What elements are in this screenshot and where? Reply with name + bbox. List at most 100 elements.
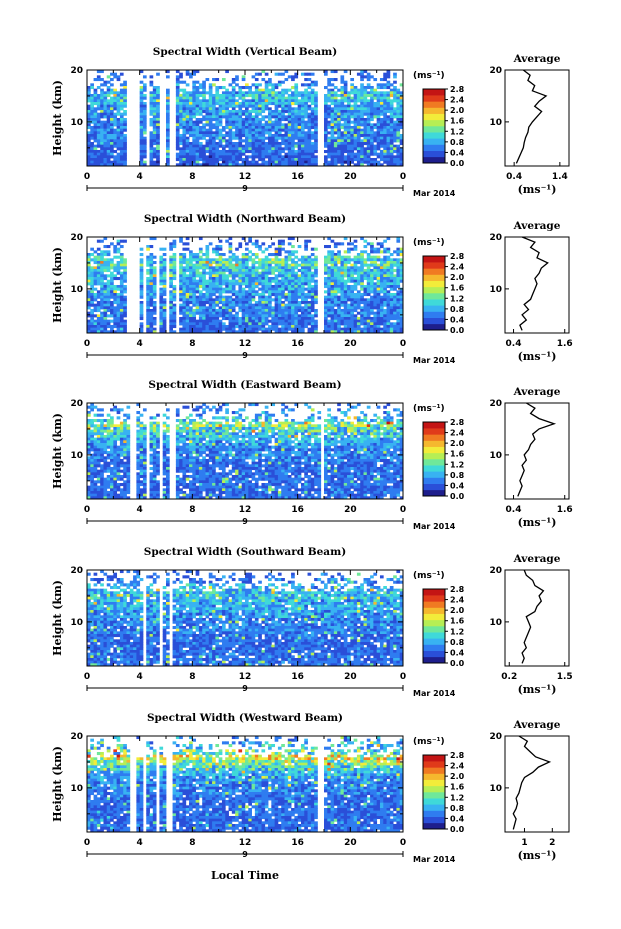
heat-cell (330, 78, 335, 82)
heat-cell (268, 102, 272, 106)
heat-cell (179, 110, 183, 114)
heat-cell (343, 274, 348, 278)
heat-cell (198, 319, 203, 323)
heat-cell (360, 309, 364, 313)
heat-cell (386, 290, 391, 294)
heat-cell (264, 274, 269, 278)
heat-cell (356, 277, 361, 281)
heat-cell (182, 115, 187, 119)
heat-cell (379, 295, 384, 299)
heat-cell (182, 152, 187, 156)
heat-cell (215, 319, 220, 323)
heat-cell (314, 330, 318, 334)
heat-cell (264, 147, 269, 151)
heat-cell (149, 102, 154, 106)
heat-cell (274, 258, 279, 262)
heat-cell (340, 258, 345, 262)
heat-cell (383, 134, 387, 138)
heat-cell (347, 110, 351, 114)
heat-cell (281, 293, 285, 297)
heat-cell (261, 136, 266, 140)
heat-cell (238, 266, 243, 270)
heat-cell (218, 139, 223, 143)
heat-cell (248, 102, 252, 106)
heat-cell (215, 258, 220, 262)
heat-cell (189, 144, 193, 148)
heat-cell (396, 279, 401, 283)
heat-cell (208, 96, 213, 100)
heat-cell (254, 282, 259, 286)
heat-cell (106, 99, 111, 103)
heat-cell (307, 107, 312, 111)
heat-cell (215, 110, 220, 114)
heat-cell (251, 330, 256, 334)
heat-cell (182, 104, 187, 108)
heat-cell (116, 152, 121, 156)
heat-cell (307, 293, 312, 297)
heat-cell (281, 163, 285, 167)
heat-cell (139, 120, 144, 124)
heat-cell (139, 139, 144, 143)
heat-cell (179, 261, 183, 265)
heat-cell (287, 258, 292, 262)
heat-cell (139, 301, 144, 305)
heat-cell (261, 269, 266, 273)
heat-cell (189, 266, 193, 270)
heat-cell (271, 91, 276, 95)
heat-cell (386, 115, 391, 119)
heat-cell (182, 102, 187, 106)
heat-cell (350, 128, 355, 132)
heat-cell (159, 327, 164, 331)
heat-cell (304, 247, 308, 251)
heat-cell (146, 293, 150, 297)
heat-cell (195, 91, 200, 95)
heat-cell (221, 282, 226, 286)
heat-cell (310, 96, 315, 100)
heat-cell (389, 147, 394, 151)
heat-cell (212, 274, 216, 278)
heat-cell (291, 258, 295, 262)
heat-cell (185, 158, 190, 162)
heat-cell (347, 319, 351, 323)
heat-cell (221, 147, 226, 151)
heat-cell (139, 266, 144, 270)
heat-cell (271, 123, 276, 127)
heat-cell (284, 152, 289, 156)
heat-cell (235, 314, 239, 318)
heat-cell (261, 242, 266, 246)
heat-cell (353, 330, 358, 334)
heat-cell (310, 163, 315, 167)
heat-cell (389, 282, 394, 286)
heat-cell (396, 301, 401, 305)
heat-cell (205, 322, 210, 326)
heat-cell (149, 274, 154, 278)
heat-cell (314, 247, 318, 251)
heat-cell (261, 282, 266, 286)
heat-cell (166, 107, 170, 111)
heat-cell (340, 271, 345, 275)
heat-cell (192, 96, 197, 100)
heat-cell (162, 301, 167, 305)
heat-cell (363, 150, 368, 154)
heat-cell (103, 290, 108, 294)
heat-cell (100, 91, 104, 95)
heat-cell (310, 131, 315, 135)
heat-cell (333, 107, 338, 111)
heat-cell (360, 287, 364, 291)
heat-cell (123, 155, 127, 159)
heat-cell (116, 155, 121, 159)
heat-cell (96, 112, 101, 116)
heat-cell (261, 311, 266, 315)
heat-cell (281, 118, 285, 122)
heat-cell (297, 115, 302, 119)
heat-cell (119, 152, 124, 156)
heat-cell (113, 75, 118, 79)
heat-cell (103, 150, 108, 154)
heat-cell (379, 317, 384, 321)
heat-cell (90, 104, 94, 108)
heat-cell (271, 279, 276, 283)
heat-cell (192, 253, 197, 257)
heat-cell (245, 104, 249, 108)
heat-cell (274, 277, 279, 281)
heat-cell (284, 147, 289, 151)
